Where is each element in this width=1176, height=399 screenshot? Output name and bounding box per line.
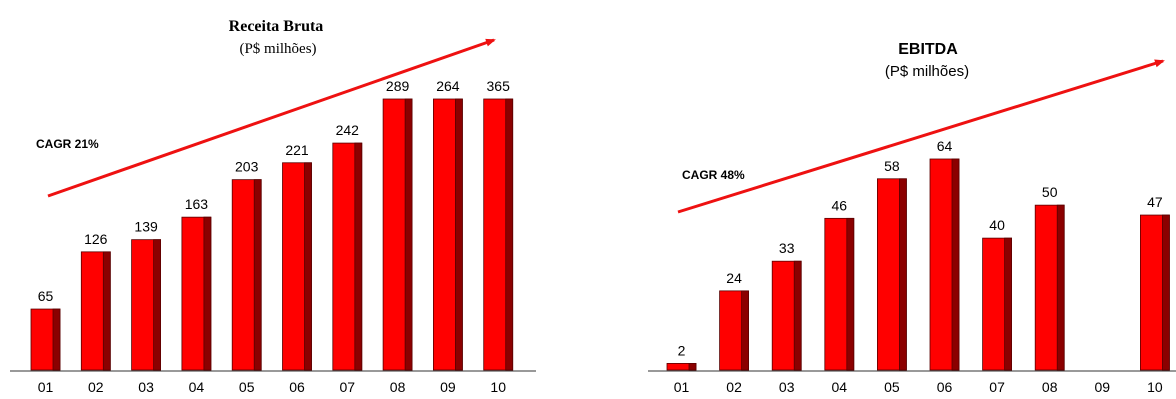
value-label: 203 bbox=[235, 159, 259, 175]
value-labels: 2 24 33 46 58 64 40 50 47 bbox=[678, 138, 1163, 358]
bar bbox=[719, 290, 749, 371]
tick-label: 03 bbox=[779, 379, 795, 395]
value-label: 46 bbox=[832, 197, 848, 213]
bar bbox=[332, 142, 363, 371]
value-labels: 65 126 139 163 203 221 242 289 264 365 bbox=[38, 78, 510, 304]
value-label: 58 bbox=[884, 158, 900, 174]
tick-label: 04 bbox=[189, 379, 205, 395]
value-label: 33 bbox=[779, 240, 795, 256]
tick-label: 01 bbox=[38, 379, 54, 395]
value-label: 24 bbox=[726, 270, 742, 286]
bar bbox=[432, 98, 463, 371]
bar bbox=[929, 158, 960, 371]
bar bbox=[666, 363, 697, 371]
bar bbox=[1140, 214, 1170, 371]
tick-label: 10 bbox=[1147, 379, 1163, 395]
bars bbox=[666, 158, 1170, 371]
value-label: 126 bbox=[84, 231, 108, 247]
bar bbox=[131, 239, 162, 371]
bars bbox=[30, 98, 514, 371]
tick-labels: 01 02 03 04 05 06 07 08 09 10 bbox=[674, 379, 1163, 395]
tick-label: 01 bbox=[674, 379, 690, 395]
value-label: 365 bbox=[487, 78, 511, 94]
tick-label: 02 bbox=[726, 379, 742, 395]
bar bbox=[382, 98, 413, 371]
tick-label: 06 bbox=[289, 379, 305, 395]
value-label: 40 bbox=[989, 217, 1005, 233]
chart-subtitle: (P$ milhões) bbox=[885, 63, 969, 80]
value-label: 289 bbox=[386, 78, 410, 94]
cagr-label: CAGR 21% bbox=[36, 137, 99, 151]
tick-label: 02 bbox=[88, 379, 104, 395]
bar bbox=[30, 308, 61, 371]
value-label: 47 bbox=[1147, 194, 1163, 210]
bar bbox=[483, 98, 514, 371]
bar bbox=[824, 217, 855, 371]
bar bbox=[771, 260, 802, 371]
tick-label: 09 bbox=[1095, 379, 1111, 395]
value-label: 139 bbox=[134, 219, 158, 235]
bar bbox=[282, 162, 312, 371]
tick-label: 08 bbox=[390, 379, 406, 395]
bar bbox=[1034, 204, 1065, 371]
tick-label: 05 bbox=[239, 379, 255, 395]
tick-label: 10 bbox=[490, 379, 506, 395]
trend-arrow bbox=[47, 38, 496, 198]
tick-label: 03 bbox=[138, 379, 154, 395]
value-label: 221 bbox=[285, 142, 309, 158]
tick-label: 05 bbox=[884, 379, 900, 395]
bar bbox=[231, 179, 262, 371]
bar bbox=[181, 216, 212, 371]
tick-label: 06 bbox=[937, 379, 953, 395]
tick-label: 04 bbox=[832, 379, 848, 395]
chart-title: Receita Bruta bbox=[229, 18, 324, 35]
ebitda-chart: EBITDA (P$ milhões) CAGR 48% 2 24 33 46 58 64… bbox=[648, 41, 1176, 395]
tick-label: 07 bbox=[989, 379, 1005, 395]
chart-subtitle: (P$ milhões) bbox=[239, 41, 316, 57]
trend-arrow bbox=[677, 59, 1165, 214]
value-label: 2 bbox=[678, 342, 686, 358]
cagr-label: CAGR 48% bbox=[682, 168, 745, 182]
tick-label: 09 bbox=[440, 379, 456, 395]
bar bbox=[982, 237, 1012, 371]
tick-label: 07 bbox=[340, 379, 356, 395]
value-label: 264 bbox=[436, 78, 460, 94]
value-label: 242 bbox=[336, 122, 360, 138]
value-label: 64 bbox=[937, 138, 953, 154]
value-label: 163 bbox=[185, 196, 209, 212]
chart-title: EBITDA bbox=[898, 41, 958, 58]
tick-label: 08 bbox=[1042, 379, 1058, 395]
tick-labels: 01 02 03 04 05 06 07 08 09 10 bbox=[38, 379, 506, 395]
bar bbox=[877, 178, 907, 371]
bar bbox=[80, 251, 111, 371]
value-label: 50 bbox=[1042, 184, 1058, 200]
value-label: 65 bbox=[38, 288, 54, 304]
receita-bruta-chart: Receita Bruta (P$ milhões) CAGR 21% 65 12… bbox=[10, 18, 536, 395]
